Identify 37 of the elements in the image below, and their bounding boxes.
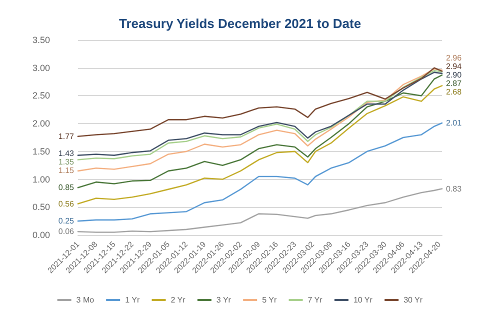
y-tick-label: 2.00 (32, 118, 50, 129)
legend-label: 3 Mo (76, 296, 95, 304)
y-tick-label: 3.00 (32, 62, 50, 73)
y-tick-label: 0.50 (32, 202, 50, 212)
data-label: 2.01 (446, 118, 462, 128)
data-label: 0.85 (58, 183, 75, 192)
legend-label: 30 Yr (404, 296, 423, 304)
chart-title: Treasury Yields December 2021 to Date (118, 16, 362, 31)
line-series (77, 85, 443, 204)
y-tick-label: 2.50 (32, 90, 50, 101)
legend-label: 10 Yr (353, 296, 373, 304)
y-tick-label: 3.50 (32, 35, 50, 45)
data-label: 1.35 (58, 158, 75, 167)
data-label: 0.25 (58, 216, 75, 226)
legend-label: 2 Yr (170, 296, 186, 304)
y-tick-label: 1.50 (32, 146, 50, 156)
data-label: 2.90 (446, 70, 462, 80)
data-label: 2.68 (446, 88, 462, 97)
data-label: 1.15 (58, 166, 75, 176)
data-label: 0.83 (446, 184, 462, 194)
line-series (77, 122, 443, 222)
y-tick-label: 1.00 (32, 174, 50, 184)
data-label: 1.77 (58, 132, 75, 141)
line-series (77, 67, 443, 138)
line-series (77, 188, 443, 233)
legend-label: 5 Yr (262, 296, 277, 304)
y-tick-label: 0.00 (32, 230, 50, 240)
legend-label: 3 Yr (216, 296, 232, 304)
legend-label: 7 Yr (308, 296, 323, 304)
data-label: 1.43 (58, 149, 75, 158)
data-label: 2.94 (446, 62, 462, 72)
data-label: 2.96 (446, 54, 462, 63)
data-label: 0.56 (58, 199, 75, 208)
data-label: 0.06 (58, 227, 75, 236)
data-label: 2.87 (446, 79, 462, 88)
legend-label: 1 Yr (125, 296, 140, 304)
line-series (77, 74, 443, 188)
